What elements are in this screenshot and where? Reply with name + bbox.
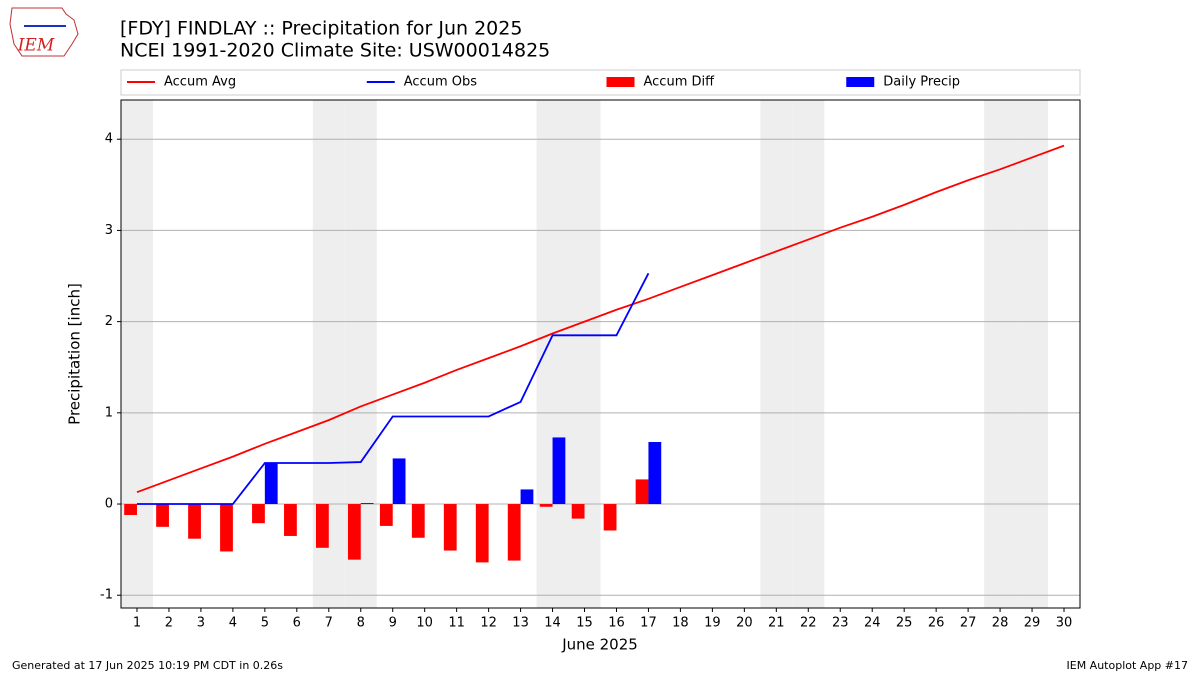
weekend-band bbox=[568, 100, 601, 608]
x-tick-label: 15 bbox=[576, 616, 593, 631]
x-tick-label: 26 bbox=[928, 616, 945, 631]
x-tick-label: 2 bbox=[165, 616, 173, 631]
footer-left: Generated at 17 Jun 2025 10:19 PM CDT in… bbox=[12, 659, 283, 672]
x-tick-label: 18 bbox=[672, 616, 689, 631]
x-tick-label: 10 bbox=[416, 616, 433, 631]
weekend-band bbox=[792, 100, 825, 608]
bar bbox=[315, 504, 329, 548]
chart-subtitle: NCEI 1991-2020 Climate Site: USW00014825 bbox=[120, 40, 550, 62]
x-tick-label: 22 bbox=[800, 616, 817, 631]
x-tick-label: 1 bbox=[133, 616, 141, 631]
bar bbox=[188, 504, 201, 539]
bar bbox=[392, 458, 406, 505]
bar bbox=[252, 504, 265, 524]
legend-label: Accum Diff bbox=[644, 75, 716, 90]
bar bbox=[411, 504, 425, 538]
x-tick-label: 27 bbox=[960, 616, 977, 631]
bar bbox=[648, 442, 662, 505]
x-tick-label: 20 bbox=[736, 616, 753, 631]
legend-swatch bbox=[846, 77, 875, 87]
y-axis-label: Precipitation [inch] bbox=[66, 283, 84, 425]
bar bbox=[603, 504, 617, 531]
x-tick-label: 9 bbox=[389, 616, 397, 631]
weekend-band bbox=[1016, 100, 1049, 608]
line bbox=[136, 144, 1065, 494]
logo-text: IEM bbox=[17, 36, 55, 56]
y-tick-label: 1 bbox=[105, 405, 113, 420]
legend-label: Accum Avg bbox=[164, 75, 236, 90]
bar bbox=[284, 504, 297, 536]
y-tick-label: -1 bbox=[100, 588, 113, 603]
bar bbox=[475, 504, 489, 563]
bar bbox=[360, 503, 374, 505]
x-tick-label: 3 bbox=[197, 616, 205, 631]
chart-title: [FDY] FINDLAY :: Precipitation for Jun 2… bbox=[120, 18, 522, 40]
y-tick-label: 3 bbox=[105, 223, 113, 238]
bar bbox=[520, 489, 534, 505]
legend-swatch bbox=[606, 77, 635, 87]
x-tick-label: 14 bbox=[544, 616, 561, 631]
x-tick-label: 8 bbox=[357, 616, 365, 631]
weekend-band bbox=[760, 100, 793, 608]
bar bbox=[552, 437, 566, 505]
footer-right: IEM Autoplot App #17 bbox=[1067, 659, 1189, 672]
logo: IEM bbox=[9, 7, 79, 57]
x-tick-label: 17 bbox=[640, 616, 657, 631]
bar bbox=[156, 504, 169, 527]
legend-label: Daily Precip bbox=[883, 75, 960, 90]
bar bbox=[571, 504, 585, 519]
legend-box bbox=[120, 69, 1081, 96]
bar bbox=[507, 504, 521, 561]
x-tick-label: 7 bbox=[325, 616, 333, 631]
bar bbox=[635, 479, 649, 505]
x-tick-label: 12 bbox=[480, 616, 497, 631]
bar bbox=[264, 462, 278, 505]
x-tick-label: 11 bbox=[448, 616, 465, 631]
x-tick-label: 30 bbox=[1056, 616, 1073, 631]
y-tick-label: 2 bbox=[105, 314, 113, 329]
x-tick-label: 25 bbox=[896, 616, 913, 631]
x-tick-label: 23 bbox=[832, 616, 849, 631]
x-tick-label: 29 bbox=[1024, 616, 1041, 631]
legend-label: Accum Obs bbox=[404, 75, 477, 90]
x-axis-label: June 2025 bbox=[561, 636, 638, 654]
weekend-band bbox=[121, 100, 153, 608]
bar bbox=[220, 504, 233, 552]
plot-frame bbox=[120, 99, 1081, 609]
bar bbox=[379, 504, 393, 526]
x-tick-label: 6 bbox=[293, 616, 301, 631]
x-tick-label: 16 bbox=[608, 616, 625, 631]
bar bbox=[347, 504, 361, 560]
x-tick-label: 19 bbox=[704, 616, 721, 631]
x-tick-label: 24 bbox=[864, 616, 881, 631]
y-tick-label: 4 bbox=[105, 132, 113, 147]
x-tick-label: 21 bbox=[768, 616, 785, 631]
weekend-band bbox=[536, 100, 569, 608]
bar bbox=[539, 504, 553, 507]
line bbox=[136, 272, 650, 505]
weekend-band bbox=[984, 100, 1017, 608]
bar bbox=[443, 504, 457, 551]
x-tick-label: 5 bbox=[261, 616, 269, 631]
x-tick-label: 13 bbox=[512, 616, 529, 631]
bar bbox=[124, 504, 137, 515]
x-tick-label: 4 bbox=[229, 616, 237, 631]
logo-outline bbox=[9, 7, 79, 57]
x-tick-label: 28 bbox=[992, 616, 1009, 631]
y-tick-label: 0 bbox=[105, 497, 113, 512]
